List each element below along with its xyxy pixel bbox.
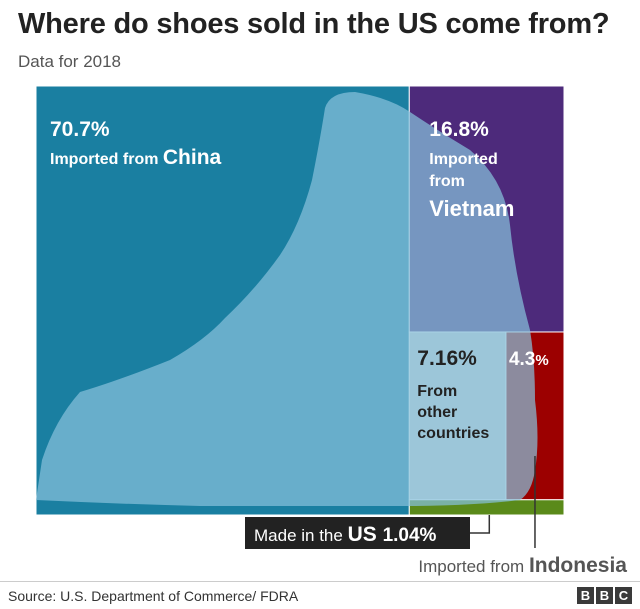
data-label-other-name: From — [417, 383, 457, 400]
data-label-china-name: Imported from China — [50, 146, 222, 169]
treemap-chart: 70.7% Imported from China 16.8% Imported fro… — [35, 85, 627, 577]
data-label-other-percent: 7.16% — [417, 347, 477, 370]
source-note: Source: U.S. Department of Commerce/ FDR… — [8, 588, 299, 604]
bbc-logo: B B C — [577, 587, 632, 604]
data-label-vietnam-prefix: from — [429, 173, 465, 190]
data-label-indonesia-percent: 4.3% — [509, 349, 549, 370]
bbc-logo-letter: C — [615, 587, 632, 604]
data-label-vietnam-prefix: Imported — [429, 151, 497, 168]
data-label-vietnam-percent: 16.8% — [429, 118, 489, 141]
data-label-other-name: countries — [417, 425, 489, 442]
callout-box-us — [245, 517, 470, 549]
data-label-us: Made in the US 1.04% — [254, 523, 437, 546]
chart-subtitle: Data for 2018 — [18, 52, 122, 71]
leader-line-us — [470, 515, 491, 534]
chart-title: Where do shoes sold in the US come from? — [18, 8, 610, 40]
bbc-logo-letter: B — [577, 587, 594, 604]
boot-illustration — [36, 92, 538, 506]
footer-divider — [0, 581, 640, 582]
bbc-logo-letter: B — [596, 587, 613, 604]
data-label-china-percent: 70.7% — [50, 118, 110, 141]
data-label-vietnam-name: Vietnam — [429, 196, 514, 221]
data-label-indonesia-name: Imported from Indonesia — [418, 554, 627, 577]
data-label-other-name: other — [417, 404, 457, 421]
